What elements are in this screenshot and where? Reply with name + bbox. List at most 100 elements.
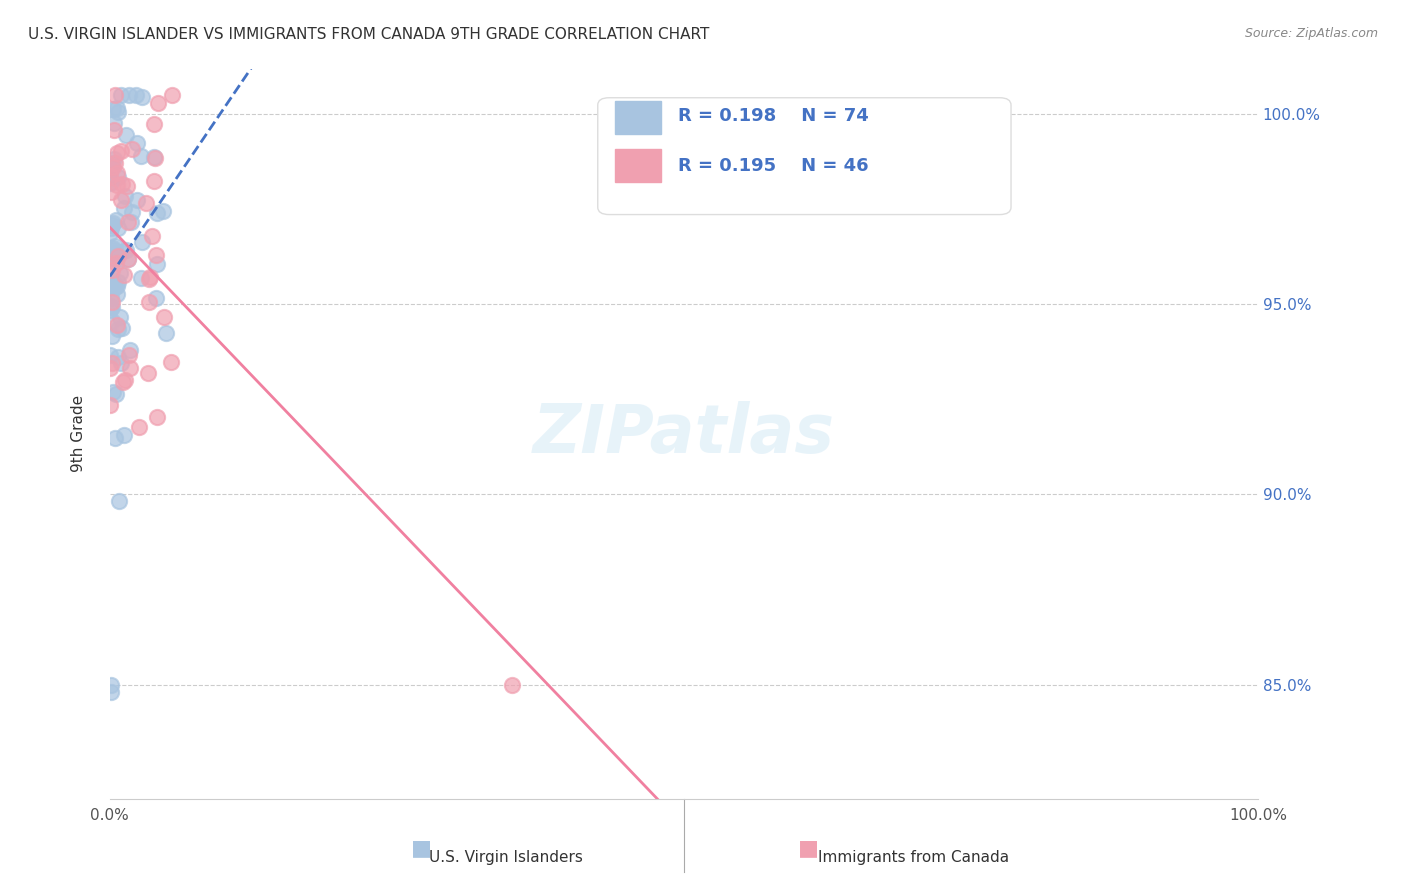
Point	[121, 205, 143, 219]
Point	[131, 90, 153, 104]
Point	[146, 410, 169, 425]
Point	[101, 161, 124, 175]
Point	[138, 272, 160, 286]
Point	[105, 318, 128, 333]
Point	[117, 88, 139, 103]
Point	[118, 348, 141, 362]
Text: ■: ■	[412, 838, 432, 858]
Text: U.S. VIRGIN ISLANDER VS IMMIGRANTS FROM CANADA 9TH GRADE CORRELATION CHART: U.S. VIRGIN ISLANDER VS IMMIGRANTS FROM …	[28, 27, 710, 42]
Point	[100, 302, 122, 317]
Point	[101, 356, 124, 370]
Point	[131, 235, 153, 249]
Point	[100, 226, 122, 240]
Point	[141, 229, 163, 244]
Point	[128, 420, 150, 434]
Point	[117, 215, 139, 229]
Point	[101, 273, 124, 287]
Point	[152, 203, 174, 218]
Point	[115, 128, 138, 142]
Point	[100, 328, 122, 343]
Point	[100, 348, 122, 362]
Point	[129, 149, 152, 163]
Point	[103, 385, 125, 400]
Point	[120, 361, 142, 376]
Point	[121, 143, 143, 157]
Point	[101, 102, 124, 116]
Point	[107, 104, 129, 119]
Point	[114, 189, 136, 203]
Point	[104, 252, 127, 266]
Point	[100, 685, 122, 699]
Point	[100, 169, 122, 183]
Point	[112, 428, 135, 442]
Point	[143, 117, 166, 131]
Point	[136, 366, 159, 380]
Point	[105, 279, 128, 293]
Point	[100, 398, 122, 412]
Point	[105, 178, 128, 192]
Point	[120, 343, 142, 357]
Point	[100, 185, 122, 199]
Point	[101, 295, 124, 310]
Point	[110, 144, 132, 158]
Point	[160, 355, 183, 369]
Point	[107, 250, 129, 264]
Point	[104, 431, 127, 445]
Point	[127, 194, 149, 208]
Point	[100, 221, 122, 235]
Point	[127, 136, 149, 150]
Point	[108, 266, 131, 280]
Point	[146, 95, 169, 110]
Point	[145, 291, 167, 305]
Point	[155, 326, 177, 340]
FancyBboxPatch shape	[614, 102, 661, 134]
Text: R = 0.195    N = 46: R = 0.195 N = 46	[678, 157, 869, 175]
Point	[101, 245, 124, 260]
Text: Immigrants from Canada: Immigrants from Canada	[818, 850, 1010, 865]
Point	[101, 216, 124, 230]
Point	[124, 88, 146, 103]
Point	[107, 170, 129, 185]
Point	[101, 243, 124, 257]
Point	[160, 88, 183, 103]
Point	[110, 356, 132, 370]
Point	[105, 166, 128, 180]
Point	[117, 252, 139, 267]
Point	[101, 251, 124, 265]
Point	[111, 375, 134, 389]
Point	[100, 177, 122, 191]
Point	[105, 287, 128, 301]
Point	[100, 678, 122, 692]
Point	[105, 386, 128, 401]
Point	[112, 268, 135, 283]
Point	[143, 174, 166, 188]
Point	[103, 122, 125, 136]
Point	[145, 248, 167, 262]
Point	[117, 252, 139, 266]
Point	[105, 145, 128, 160]
Point	[152, 310, 174, 325]
Point	[104, 88, 127, 103]
Point	[115, 244, 138, 258]
Point	[100, 175, 122, 189]
FancyBboxPatch shape	[614, 149, 661, 182]
Point	[145, 257, 167, 271]
Point	[110, 244, 132, 259]
Point	[100, 263, 122, 277]
Point	[103, 116, 125, 130]
Point	[104, 256, 127, 270]
Point	[107, 275, 129, 289]
Point	[107, 351, 129, 365]
Y-axis label: 9th Grade: 9th Grade	[72, 395, 86, 472]
Point	[110, 194, 132, 208]
Point	[100, 218, 122, 232]
Point	[110, 88, 132, 103]
Text: U.S. Virgin Islanders: U.S. Virgin Islanders	[429, 850, 583, 865]
Point	[129, 271, 152, 285]
Point	[104, 279, 127, 293]
Point	[103, 152, 125, 166]
Point	[138, 295, 160, 310]
Point	[100, 167, 122, 181]
Point	[100, 161, 122, 176]
Point	[104, 156, 127, 170]
